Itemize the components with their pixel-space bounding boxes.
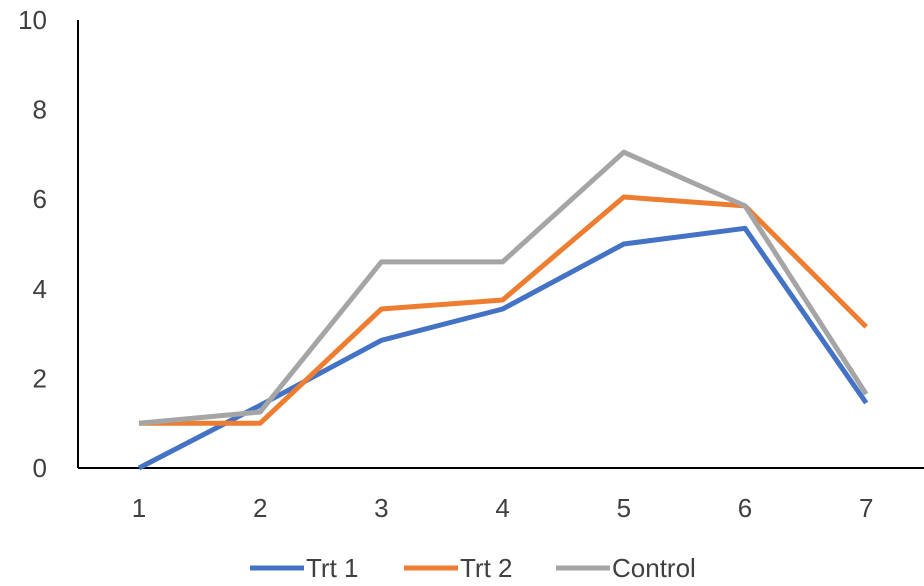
y-tick-label: 2: [33, 363, 47, 393]
x-tick-label: 1: [132, 493, 146, 523]
legend-item-trt-1: Trt 1: [250, 553, 358, 583]
legend-label: Control: [612, 553, 696, 583]
y-tick-label: 10: [18, 5, 47, 35]
x-tick-label: 3: [374, 493, 388, 523]
x-tick-label: 6: [738, 493, 752, 523]
legend-item-control: Control: [556, 553, 696, 583]
y-tick-label: 4: [33, 274, 47, 304]
y-axis-tick-labels: 0 2 4 6 8 10: [18, 5, 47, 483]
legend-label: Trt 1: [306, 553, 358, 583]
legend-label: Trt 2: [460, 553, 512, 583]
legend: Trt 1 Trt 2 Control: [250, 553, 696, 583]
axes: [77, 20, 924, 469]
y-tick-label: 6: [33, 184, 47, 214]
y-tick-label: 0: [33, 453, 47, 483]
x-tick-label: 5: [617, 493, 631, 523]
y-tick-label: 8: [33, 95, 47, 125]
x-tick-label: 7: [859, 493, 873, 523]
series-line-trt-1: [137, 225, 869, 471]
series-line-control: [138, 149, 869, 426]
x-tick-label: 2: [253, 493, 267, 523]
series-lines: [137, 149, 869, 471]
legend-item-trt-2: Trt 2: [404, 553, 512, 583]
x-tick-label: 4: [495, 493, 509, 523]
x-axis-tick-labels: 1 2 3 4 5 6 7: [132, 493, 874, 523]
